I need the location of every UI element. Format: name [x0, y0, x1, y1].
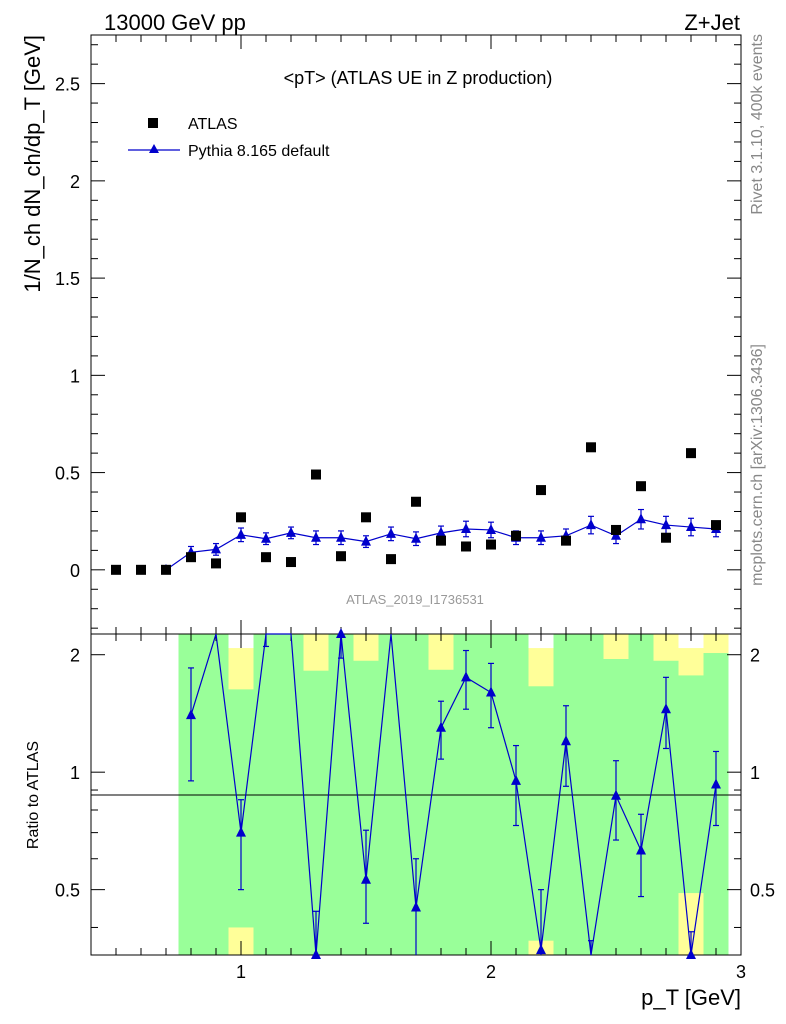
plot-title: <pT> (ATLAS UE in Z production) — [284, 68, 553, 88]
ratio-y-tick-label: 2 — [70, 646, 80, 666]
mc-point — [211, 543, 221, 554]
mc-point — [586, 519, 596, 530]
ratio-y-label: Ratio to ATLAS — [25, 741, 42, 849]
legend-atlas-label: ATLAS — [188, 116, 238, 133]
ratio-y-tick-label: 2 — [750, 646, 760, 666]
ratio-point — [561, 735, 571, 746]
atlas-point — [111, 564, 121, 575]
ratio-point — [536, 944, 546, 955]
atlas-point — [686, 448, 696, 459]
atlas-point — [286, 557, 296, 568]
legend-pythia-label: Pythia 8.165 default — [188, 143, 330, 160]
legend-atlas-marker — [148, 118, 158, 128]
atlas-point — [186, 552, 196, 563]
main-y-label: 1/N_ch dN_ch/dp_T [GeV] — [20, 35, 45, 293]
mc-point — [286, 526, 296, 537]
atlas-point — [411, 496, 421, 507]
atlas-point — [661, 532, 671, 543]
axes: 1 2 3 0 0.5 1 1.5 2 2.5 0.5 0.5 1 1 2 2 — [55, 35, 775, 982]
main-y-tick-label: 2.5 — [55, 75, 80, 95]
ratio-line — [190, 633, 717, 956]
legend-pythia-marker — [149, 144, 159, 153]
ratio-point — [186, 709, 196, 720]
atlas-point — [486, 539, 496, 550]
ratio-y-tick-label: 1 — [750, 763, 760, 783]
mc-point — [661, 519, 671, 530]
ratio-y-tick-label: 1 — [70, 763, 80, 783]
mc-point — [411, 532, 421, 543]
atlas-point — [211, 558, 221, 569]
ratio-y-tick-label: 0.5 — [55, 881, 80, 901]
ratio-point — [611, 789, 621, 800]
ratio-y-tick-label: 0.5 — [750, 881, 775, 901]
ratio-point — [311, 949, 321, 959]
ratio-point — [686, 949, 696, 959]
atlas-point — [386, 554, 396, 565]
analysis-tag: ATLAS_2019_I1736531 — [346, 592, 484, 607]
atlas-point — [336, 551, 346, 562]
ratio-point — [461, 671, 471, 682]
mc-point — [461, 522, 471, 533]
beam-label: 13000 GeV pp — [104, 10, 246, 35]
ratio-point — [661, 703, 671, 714]
mcplots-label: mcplots.cern.ch [arXiv:1306.3436] — [749, 344, 766, 586]
atlas-point — [561, 535, 571, 546]
atlas-point — [461, 541, 471, 552]
atlas-point — [511, 530, 521, 541]
mc-point — [236, 528, 246, 539]
mc-point — [636, 513, 646, 524]
mc-point — [336, 531, 346, 542]
x-tick-label: 3 — [736, 962, 746, 982]
atlas-point — [536, 485, 546, 496]
main-y-tick-label: 0 — [70, 561, 80, 581]
mc-point — [486, 523, 496, 534]
atlas-point — [586, 442, 596, 453]
legend: ATLAS Pythia 8.165 default — [128, 116, 330, 160]
mc-point — [361, 535, 371, 546]
mc-point — [536, 531, 546, 542]
atlas-point — [261, 552, 271, 563]
main-y-tick-label: 2 — [70, 172, 80, 192]
mc-point — [436, 526, 446, 537]
atlas-point — [361, 512, 371, 523]
x-tick-label: 2 — [486, 962, 496, 982]
ratio-point — [436, 721, 446, 732]
mc-point — [261, 532, 271, 543]
ratio-point — [336, 628, 346, 638]
atlas-point — [136, 564, 146, 575]
mc-point — [686, 521, 696, 532]
atlas-point — [161, 564, 171, 575]
ratio-point — [636, 844, 646, 855]
atlas-point — [436, 535, 446, 546]
mc-point — [386, 527, 396, 538]
ratio-point — [511, 774, 521, 785]
atlas-point — [611, 524, 621, 535]
mc-point — [311, 531, 321, 542]
main-y-tick-label: 0.5 — [55, 464, 80, 484]
atlas-point — [636, 481, 646, 492]
rivet-label: Rivet 3.1.10, 400k events — [749, 34, 766, 215]
x-axis-label: p_T [GeV] — [641, 985, 741, 1010]
marks — [111, 442, 721, 959]
process-label: Z+Jet — [684, 10, 740, 35]
atlas-point — [236, 512, 246, 523]
ratio-point — [711, 778, 721, 789]
main-y-tick-label: 1 — [70, 366, 80, 386]
ratio-point — [486, 686, 496, 697]
ratio-point — [236, 826, 246, 837]
ratio-point — [411, 901, 421, 912]
main-y-tick-label: 1.5 — [55, 269, 80, 289]
ratio-band-inner — [303, 670, 329, 955]
x-tick-label: 1 — [236, 962, 246, 982]
atlas-point — [711, 520, 721, 531]
atlas-point — [311, 469, 321, 480]
ratio-point — [361, 873, 371, 884]
